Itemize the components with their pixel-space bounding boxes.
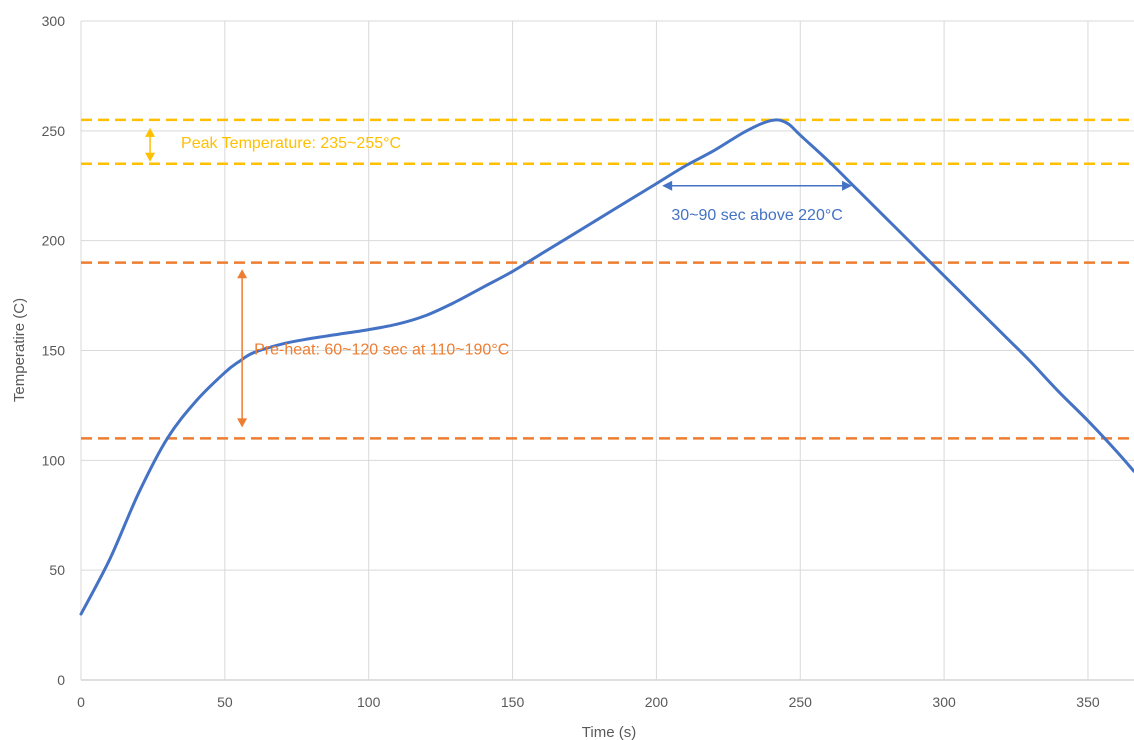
x-tick-label: 350 <box>1076 694 1100 710</box>
tick-labels: 0 50 100 150 200 250 300 0 50 100 150 200 250 300 350 <box>42 13 1100 710</box>
y-axis-title: Temperatire (C) <box>11 298 28 402</box>
annotation-arrowhead <box>662 180 673 191</box>
x-tick-label: 300 <box>932 694 956 710</box>
annotation-arrowhead <box>237 269 248 279</box>
x-tick-label: 150 <box>501 694 525 710</box>
x-tick-label: 0 <box>77 694 85 710</box>
y-tick-label: 50 <box>49 562 65 578</box>
y-tick-label: 100 <box>42 452 66 468</box>
y-tick-label: 0 <box>57 672 65 688</box>
annotation-arrowhead <box>237 418 248 428</box>
x-axis-title: Time (s) <box>582 724 636 740</box>
pre-heat-label: Pre-heat: 60~120 sec at 110~190°C <box>254 341 509 358</box>
reference-lines <box>81 118 1134 440</box>
peak-temperature-label: Peak Temperature: 235~255°C <box>181 135 401 152</box>
annotation-arrowhead <box>842 180 853 191</box>
temperature-series-line <box>79 118 1134 616</box>
annotation-arrowhead <box>145 127 156 137</box>
x-tick-label: 50 <box>217 694 233 710</box>
y-tick-label: 150 <box>42 343 66 359</box>
x-tick-label: 250 <box>789 694 813 710</box>
annotation-arrowhead <box>145 152 156 162</box>
annotations: Peak Temperature: 235~255°C 30~90 sec abo… <box>145 127 853 428</box>
gridlines <box>80 20 1134 681</box>
x-tick-label: 100 <box>357 694 381 710</box>
y-tick-label: 200 <box>42 233 66 249</box>
x-tick-label: 200 <box>645 694 669 710</box>
time-above-liquidus-label: 30~90 sec above 220°C <box>671 207 842 224</box>
series-layer <box>79 118 1134 616</box>
y-tick-label: 300 <box>42 13 66 29</box>
y-tick-label: 250 <box>42 123 66 139</box>
